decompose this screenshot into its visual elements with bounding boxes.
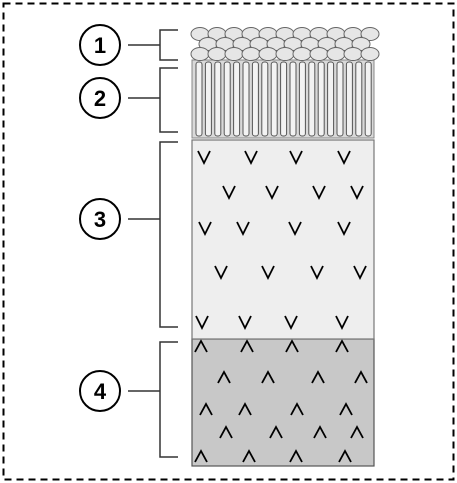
rod [242,61,250,137]
caret-mark [339,402,353,416]
v-mark [337,150,351,166]
sphere [207,47,227,61]
rod [364,61,372,137]
caret-mark [290,402,304,416]
caret-mark [240,339,254,353]
rod [251,61,259,137]
sphere [258,47,278,61]
v-mark [222,185,236,201]
label-4-text: 4 [94,379,107,404]
v-mark [195,315,209,331]
caret-mark [338,449,352,463]
v-mark [312,185,326,201]
label-1: 1 [79,24,121,66]
sphere [360,47,380,61]
bracket-2 [128,67,178,133]
v-mark [310,265,324,281]
caret-mark [242,449,256,463]
rod [204,61,212,137]
v-mark [244,150,258,166]
rod [317,61,325,137]
label-4: 4 [79,370,121,412]
sphere [292,47,312,61]
layer-4-block [191,338,375,467]
rod [345,61,353,137]
caret-mark [335,339,349,353]
label-3: 3 [79,198,121,240]
caret-mark [219,425,233,439]
label-3-text: 3 [94,207,106,232]
v-mark [265,185,279,201]
v-mark [261,265,275,281]
layer-3-marks [195,150,367,331]
layer-4-marks [194,339,368,463]
layer-3-block [191,139,375,340]
label-2-text: 2 [94,86,106,111]
caret-mark [350,425,364,439]
rod [223,61,231,137]
sphere [360,27,380,41]
sphere [309,47,329,61]
v-mark [214,265,228,281]
v-mark [288,221,302,237]
sphere [224,47,244,61]
rod [355,61,363,137]
brackets [128,29,178,458]
caret-mark [199,402,213,416]
caret-mark [194,339,208,353]
layer-1-spheres [190,27,380,61]
v-mark [289,150,303,166]
caret-mark [311,370,325,384]
v-mark [353,265,367,281]
v-mark [236,221,250,237]
caret-mark [269,425,283,439]
sphere [326,47,346,61]
rod [298,61,306,137]
v-mark [284,315,298,331]
sphere [343,47,363,61]
v-mark [337,221,351,237]
bracket-4 [128,341,178,458]
rod [270,61,278,137]
rod [233,61,241,137]
rod [261,61,269,137]
rod [195,61,203,137]
label-1-text: 1 [94,33,106,58]
sphere [190,47,210,61]
caret-mark [261,370,275,384]
rod [336,61,344,137]
label-2: 2 [79,77,121,119]
caret-mark [289,449,303,463]
rod [280,61,288,137]
rod [308,61,316,137]
v-mark [350,185,364,201]
v-mark [335,315,349,331]
caret-mark [217,370,231,384]
caret-mark [285,339,299,353]
layer-2-rods [195,61,372,137]
caret-mark [313,425,327,439]
v-mark [197,150,211,166]
caret-mark [354,370,368,384]
caret-mark [238,402,252,416]
sphere [275,47,295,61]
rod [214,61,222,137]
v-mark [238,315,252,331]
sphere [241,47,261,61]
bracket-3 [128,141,178,328]
v-mark [198,221,212,237]
rod [289,61,297,137]
bracket-1 [128,29,178,61]
caret-mark [194,449,208,463]
rod [327,61,335,137]
